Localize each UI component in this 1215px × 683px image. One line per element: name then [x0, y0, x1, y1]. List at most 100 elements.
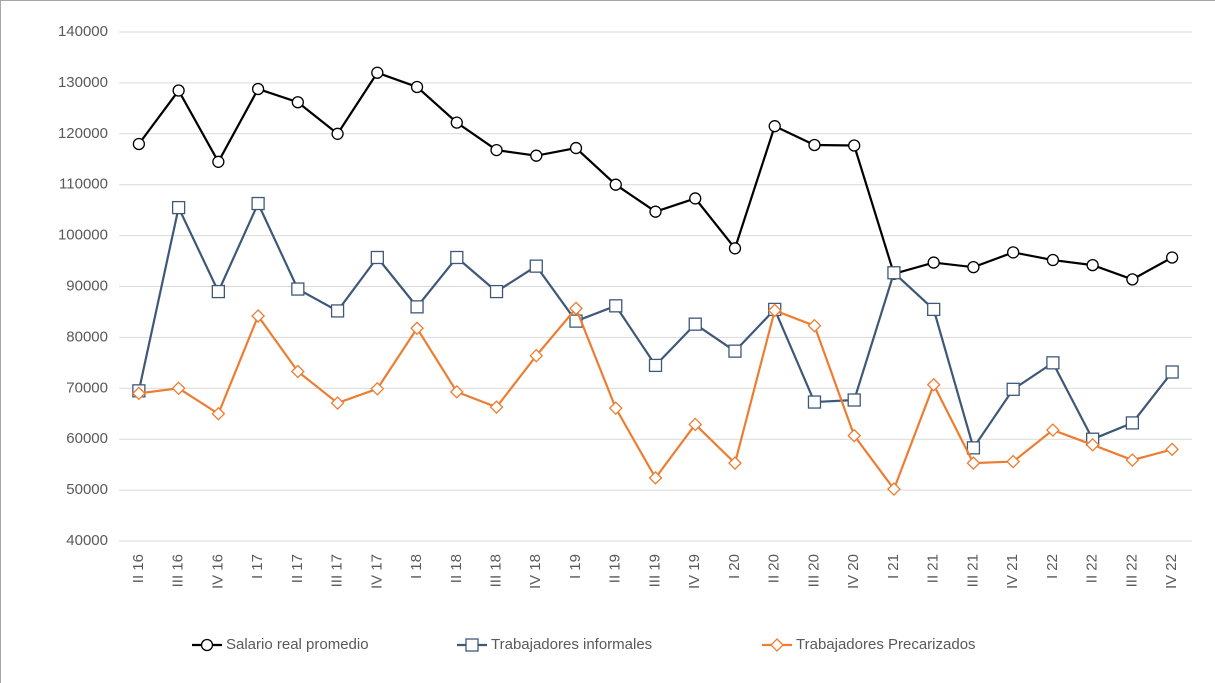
marker	[767, 303, 782, 318]
marker	[1085, 437, 1100, 452]
y-tick-label: 40000	[66, 532, 108, 549]
marker	[1165, 365, 1179, 379]
marker	[808, 138, 821, 152]
marker	[291, 96, 304, 109]
marker	[370, 250, 384, 265]
marker	[530, 149, 543, 162]
marker	[609, 299, 623, 313]
marker	[967, 261, 980, 274]
y-tick-label: 90000	[66, 277, 108, 294]
marker	[290, 364, 305, 379]
x-tick-label: I 19	[567, 554, 584, 579]
legend-label: Trabajadores Precarizados	[796, 636, 976, 653]
marker	[465, 638, 479, 652]
legend-item: Trabajadores informales	[457, 636, 652, 653]
marker	[450, 116, 463, 129]
y-tick-label: 130000	[58, 74, 108, 91]
marker	[529, 348, 544, 363]
x-tick-label: III 17	[329, 554, 346, 587]
marker	[132, 137, 146, 151]
series-line	[137, 200, 1173, 451]
x-tick-label: III 18	[488, 554, 505, 587]
x-tick-label: II 20	[766, 554, 783, 583]
marker	[251, 82, 265, 96]
marker	[1046, 253, 1060, 267]
x-tick-label: IV 17	[368, 554, 385, 589]
x-tick-label: IV 20	[845, 554, 862, 589]
x-tick-label: II 18	[448, 554, 465, 583]
x-tick-label: III 22	[1123, 554, 1140, 587]
marker	[370, 381, 385, 396]
marker	[569, 301, 583, 316]
marker	[410, 80, 424, 94]
marker	[331, 127, 344, 140]
marker	[251, 196, 265, 211]
marker	[131, 386, 146, 401]
marker	[489, 400, 504, 415]
x-tick-label: II 22	[1084, 554, 1101, 583]
x-tick-label: III 20	[805, 554, 822, 587]
marker	[609, 178, 622, 191]
marker	[1006, 382, 1020, 396]
marker	[251, 309, 266, 323]
x-tick-label: I 21	[885, 554, 902, 579]
y-tick-label: 140000	[58, 23, 108, 40]
marker	[926, 377, 941, 392]
marker	[1126, 273, 1139, 286]
y-tick-label: 60000	[66, 430, 108, 447]
x-tick-label: I 17	[249, 554, 266, 579]
x-tick-label: III 21	[964, 554, 981, 587]
marker	[649, 205, 662, 218]
marker	[688, 417, 703, 432]
y-tick-label: 120000	[58, 125, 108, 142]
marker	[211, 284, 226, 299]
marker	[966, 456, 981, 471]
marker	[688, 317, 702, 331]
x-tick-label: I 20	[726, 554, 743, 579]
x-tick-label: IV 19	[686, 554, 703, 589]
marker	[1007, 246, 1020, 259]
marker	[171, 381, 186, 396]
x-tick-label: IV 22	[1163, 554, 1180, 589]
marker	[1086, 258, 1099, 272]
marker	[569, 141, 583, 155]
marker	[648, 358, 663, 373]
marker	[1046, 356, 1060, 370]
marker	[490, 143, 503, 157]
marker	[1165, 442, 1180, 457]
marker	[1125, 416, 1140, 430]
marker	[1165, 251, 1179, 264]
marker	[728, 344, 742, 358]
marker	[371, 66, 384, 79]
marker	[330, 396, 345, 410]
marker	[887, 266, 901, 280]
marker	[1125, 453, 1140, 467]
marker	[450, 250, 464, 265]
legend-label: Salario real promedio	[226, 636, 369, 653]
marker	[171, 200, 186, 215]
marker	[770, 638, 784, 652]
x-tick-label: III 16	[170, 554, 187, 587]
marker	[848, 139, 861, 152]
marker	[648, 470, 663, 485]
marker	[489, 284, 504, 299]
marker	[1006, 454, 1021, 469]
x-tick-label: II 16	[130, 554, 147, 583]
x-tick-label: IV 21	[1004, 554, 1021, 589]
marker	[887, 482, 901, 497]
marker	[966, 441, 981, 455]
marker	[172, 84, 185, 97]
x-tick-label: IV 16	[209, 554, 226, 589]
x-tick-label: II 19	[607, 554, 624, 583]
x-tick-label: IV 18	[527, 554, 544, 589]
marker	[449, 384, 464, 399]
y-tick-label: 50000	[66, 481, 108, 498]
marker	[529, 259, 543, 273]
x-tick-label: I 22	[1044, 554, 1061, 579]
legend-item: Trabajadores Precarizados	[762, 636, 976, 653]
marker	[1045, 423, 1060, 437]
marker	[410, 321, 424, 336]
x-tick-label: I 18	[408, 554, 425, 579]
marker	[212, 155, 225, 168]
